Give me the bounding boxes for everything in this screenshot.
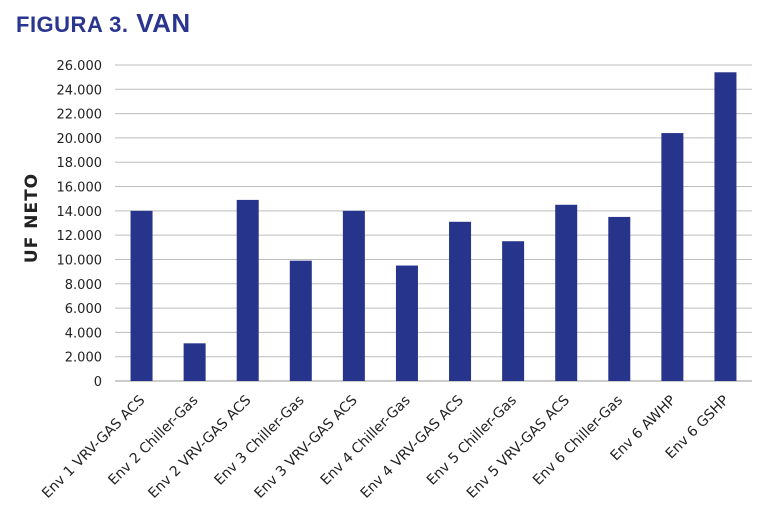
y-tick-label: 24.000	[57, 83, 103, 98]
y-tick-label: 20.000	[57, 132, 103, 147]
figure-title-text: VAN	[136, 8, 191, 38]
y-axis-label: UF NETO	[22, 173, 42, 263]
bar	[661, 133, 684, 381]
bar	[183, 343, 206, 381]
y-tick-label: 8.000	[65, 278, 102, 293]
x-tick-label: Env 5 VRV-GAS ACS	[464, 392, 573, 501]
bar	[449, 221, 472, 381]
x-tick-label: Env 3 Chiller-Gas	[212, 393, 308, 489]
y-tick-label: 18.000	[57, 156, 103, 171]
figure-label: FIGURA 3.	[16, 12, 129, 37]
y-tick-label: 14.000	[57, 205, 103, 220]
x-tick-label: Env 6 Chiller-Gas	[530, 393, 626, 489]
bar	[395, 265, 418, 381]
bar	[130, 210, 153, 381]
y-tick-label: 22.000	[57, 108, 103, 123]
x-tick-label: Env 1 VRV-GAS ACS	[39, 392, 148, 501]
bar	[342, 210, 365, 381]
y-tick-label: 6.000	[65, 302, 102, 317]
x-tick-label: Env 2 VRV-GAS ACS	[145, 392, 254, 501]
y-tick-label: 10.000	[57, 253, 103, 268]
y-tick-label: 0	[94, 375, 102, 390]
x-tick-label: Env 2 Chiller-Gas	[105, 393, 201, 489]
x-tick-label: Env 3 VRV-GAS ACS	[251, 392, 360, 501]
bar	[555, 204, 578, 381]
bars	[130, 72, 737, 382]
x-tick-label: Env 5 Chiller-Gas	[424, 393, 520, 489]
bar	[236, 199, 259, 381]
figure-title: FIGURA 3. VAN	[16, 8, 191, 39]
y-tick-label: 12.000	[57, 229, 103, 244]
bar	[289, 260, 312, 381]
y-tick-label: 2.000	[65, 351, 102, 366]
y-axis-tick-labels: 0 2.000 4.000 6.000 8.000 10.000 12.000 14.000 1…	[57, 59, 103, 390]
y-tick-label: 26.000	[57, 59, 103, 74]
x-tick-label: Env 4 Chiller-Gas	[318, 393, 414, 489]
bar	[502, 241, 525, 381]
x-tick-label: Env 4 VRV-GAS ACS	[358, 392, 467, 501]
bar	[608, 216, 631, 381]
y-tick-label: 4.000	[65, 326, 102, 341]
bar	[714, 72, 737, 382]
y-tick-label: 16.000	[57, 181, 103, 196]
gridlines	[115, 64, 752, 382]
